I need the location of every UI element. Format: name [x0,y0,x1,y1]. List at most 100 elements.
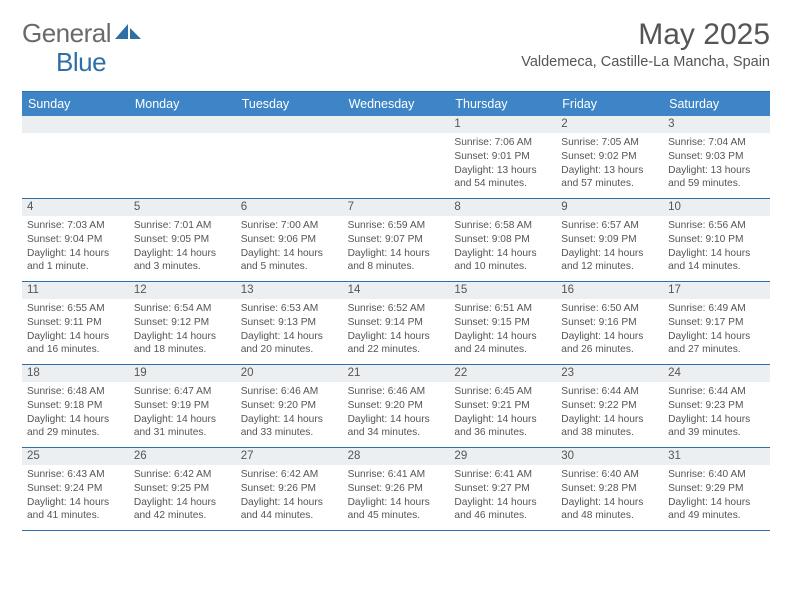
day-detail-line: Sunset: 9:04 PM [27,233,124,247]
day-detail-line: Sunrise: 6:46 AM [348,385,445,399]
week-row: 4Sunrise: 7:03 AMSunset: 9:04 PMDaylight… [22,199,770,282]
day-detail-line: Daylight: 14 hours [348,247,445,261]
day-number: 9 [556,199,663,216]
day-number: 4 [22,199,129,216]
day-detail-line: Daylight: 14 hours [561,496,658,510]
day-details: Sunrise: 6:40 AMSunset: 9:29 PMDaylight:… [663,465,770,526]
day-detail-line: Sunset: 9:27 PM [454,482,551,496]
day-detail-line: and 39 minutes. [668,426,765,440]
day-detail-line: Sunrise: 6:51 AM [454,302,551,316]
day-detail-line: Daylight: 13 hours [668,164,765,178]
day-detail-line: and 3 minutes. [134,260,231,274]
day-cell: 21Sunrise: 6:46 AMSunset: 9:20 PMDayligh… [343,365,450,447]
day-detail-line: Sunset: 9:18 PM [27,399,124,413]
day-detail-line: Daylight: 14 hours [27,413,124,427]
day-detail-line: Daylight: 14 hours [348,413,445,427]
logo-text-2: Blue [56,47,106,77]
day-number: 14 [343,282,450,299]
week-row: 11Sunrise: 6:55 AMSunset: 9:11 PMDayligh… [22,282,770,365]
day-detail-line: Sunset: 9:23 PM [668,399,765,413]
day-details: Sunrise: 6:45 AMSunset: 9:21 PMDaylight:… [449,382,556,443]
day-detail-line: Sunrise: 6:59 AM [348,219,445,233]
day-detail-line: Sunrise: 7:03 AM [27,219,124,233]
logo-text-1: General [22,18,111,49]
day-number: 19 [129,365,236,382]
day-detail-line: Sunset: 9:14 PM [348,316,445,330]
day-header-row: SundayMondayTuesdayWednesdayThursdayFrid… [22,92,770,116]
day-detail-line: Daylight: 14 hours [668,330,765,344]
day-number: 23 [556,365,663,382]
day-detail-line: and 54 minutes. [454,177,551,191]
day-number: 27 [236,448,343,465]
day-detail-line: Daylight: 14 hours [348,496,445,510]
day-cell: 18Sunrise: 6:48 AMSunset: 9:18 PMDayligh… [22,365,129,447]
day-cell: 25Sunrise: 6:43 AMSunset: 9:24 PMDayligh… [22,448,129,530]
day-detail-line: Daylight: 14 hours [134,496,231,510]
day-detail-line: and 46 minutes. [454,509,551,523]
day-detail-line: Sunrise: 6:42 AM [241,468,338,482]
day-detail-line: Sunset: 9:20 PM [348,399,445,413]
day-details: Sunrise: 6:51 AMSunset: 9:15 PMDaylight:… [449,299,556,360]
day-number: 6 [236,199,343,216]
day-detail-line: Sunset: 9:24 PM [27,482,124,496]
day-detail-line: Daylight: 14 hours [561,247,658,261]
day-cell: 17Sunrise: 6:49 AMSunset: 9:17 PMDayligh… [663,282,770,364]
day-detail-line: Sunset: 9:28 PM [561,482,658,496]
day-number: 17 [663,282,770,299]
day-details: Sunrise: 6:46 AMSunset: 9:20 PMDaylight:… [236,382,343,443]
day-header: Sunday [22,92,129,116]
day-detail-line: Daylight: 14 hours [668,413,765,427]
day-details: Sunrise: 6:55 AMSunset: 9:11 PMDaylight:… [22,299,129,360]
day-number: 15 [449,282,556,299]
day-detail-line: Sunset: 9:26 PM [241,482,338,496]
logo: General [22,18,143,49]
day-number: 12 [129,282,236,299]
day-detail-line: and 12 minutes. [561,260,658,274]
day-cell: 14Sunrise: 6:52 AMSunset: 9:14 PMDayligh… [343,282,450,364]
week-row: 1Sunrise: 7:06 AMSunset: 9:01 PMDaylight… [22,116,770,199]
day-detail-line: Sunrise: 6:47 AM [134,385,231,399]
day-detail-line: and 41 minutes. [27,509,124,523]
day-detail-line: Daylight: 14 hours [241,247,338,261]
day-detail-line: Sunrise: 6:55 AM [27,302,124,316]
day-cell: 20Sunrise: 6:46 AMSunset: 9:20 PMDayligh… [236,365,343,447]
day-cell: 24Sunrise: 6:44 AMSunset: 9:23 PMDayligh… [663,365,770,447]
day-detail-line: Daylight: 14 hours [454,247,551,261]
day-detail-line: Daylight: 14 hours [134,413,231,427]
day-number: 13 [236,282,343,299]
day-cell: 3Sunrise: 7:04 AMSunset: 9:03 PMDaylight… [663,116,770,198]
day-detail-line: Sunset: 9:12 PM [134,316,231,330]
day-detail-line: Sunrise: 6:53 AM [241,302,338,316]
day-cell: 10Sunrise: 6:56 AMSunset: 9:10 PMDayligh… [663,199,770,281]
day-detail-line: Sunset: 9:15 PM [454,316,551,330]
logo-sail-icon [115,21,141,46]
day-details: Sunrise: 6:44 AMSunset: 9:23 PMDaylight:… [663,382,770,443]
day-number [22,116,129,133]
day-number: 26 [129,448,236,465]
day-number [343,116,450,133]
day-cell: 26Sunrise: 6:42 AMSunset: 9:25 PMDayligh… [129,448,236,530]
day-number: 2 [556,116,663,133]
day-detail-line: Daylight: 14 hours [348,330,445,344]
day-detail-line: and 31 minutes. [134,426,231,440]
day-number: 18 [22,365,129,382]
day-detail-line: and 44 minutes. [241,509,338,523]
day-detail-line: and 16 minutes. [27,343,124,357]
day-detail-line: and 26 minutes. [561,343,658,357]
day-number: 24 [663,365,770,382]
day-detail-line: Sunrise: 6:42 AM [134,468,231,482]
day-detail-line: Daylight: 14 hours [27,247,124,261]
day-number: 30 [556,448,663,465]
day-cell: 5Sunrise: 7:01 AMSunset: 9:05 PMDaylight… [129,199,236,281]
day-details: Sunrise: 6:50 AMSunset: 9:16 PMDaylight:… [556,299,663,360]
day-details: Sunrise: 6:46 AMSunset: 9:20 PMDaylight:… [343,382,450,443]
day-detail-line: Daylight: 13 hours [561,164,658,178]
day-detail-line: Sunrise: 7:04 AM [668,136,765,150]
day-cell: 11Sunrise: 6:55 AMSunset: 9:11 PMDayligh… [22,282,129,364]
week-row: 18Sunrise: 6:48 AMSunset: 9:18 PMDayligh… [22,365,770,448]
day-cell [343,116,450,198]
day-detail-line: Daylight: 14 hours [454,413,551,427]
day-details: Sunrise: 7:00 AMSunset: 9:06 PMDaylight:… [236,216,343,277]
day-details: Sunrise: 6:42 AMSunset: 9:25 PMDaylight:… [129,465,236,526]
day-detail-line: and 34 minutes. [348,426,445,440]
